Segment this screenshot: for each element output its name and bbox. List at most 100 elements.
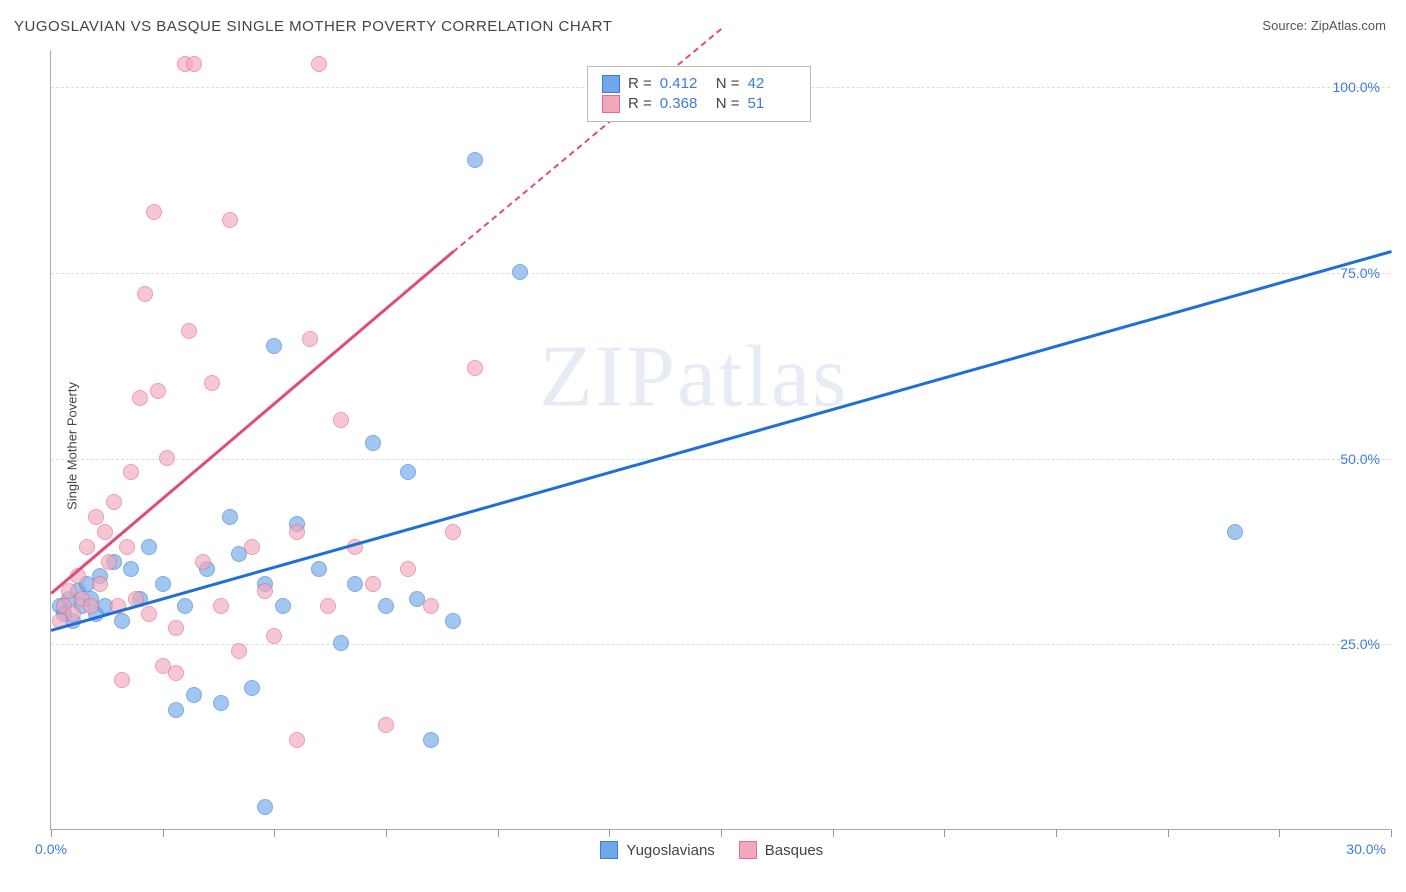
data-point <box>146 204 162 220</box>
x-tick <box>1168 829 1169 837</box>
stats-row: R =0.412N =42 <box>602 75 796 93</box>
data-point <box>177 598 193 614</box>
data-point <box>114 672 130 688</box>
data-point <box>400 464 416 480</box>
gridline <box>51 644 1390 645</box>
series-swatch <box>602 75 620 93</box>
data-point <box>244 680 260 696</box>
data-point <box>266 628 282 644</box>
n-label: N = <box>716 75 740 92</box>
x-tick <box>51 829 52 837</box>
x-tick-label: 30.0% <box>1346 841 1386 857</box>
data-point <box>378 717 394 733</box>
data-point <box>378 598 394 614</box>
gridline <box>51 459 1390 460</box>
r-label: R = <box>628 75 652 92</box>
data-point <box>123 561 139 577</box>
data-point <box>106 494 122 510</box>
n-value: 42 <box>748 75 796 92</box>
data-point <box>141 606 157 622</box>
legend-label: Yugoslavians <box>626 842 714 859</box>
data-point <box>132 390 148 406</box>
series-swatch <box>602 95 620 113</box>
legend-label: Basques <box>765 842 823 859</box>
data-point <box>275 598 291 614</box>
y-tick-label: 75.0% <box>1340 265 1380 281</box>
legend-item: Yugoslavians <box>600 841 714 859</box>
data-point <box>141 539 157 555</box>
gridline <box>51 273 1390 274</box>
source-link[interactable]: ZipAtlas.com <box>1311 18 1386 33</box>
data-point <box>114 613 130 629</box>
scatter-plot-area: ZIPatlas 25.0%50.0%75.0%100.0%0.0%30.0%R… <box>50 50 1390 830</box>
data-point <box>181 323 197 339</box>
data-point <box>204 375 220 391</box>
data-point <box>83 598 99 614</box>
x-tick <box>609 829 610 837</box>
data-point <box>365 435 381 451</box>
data-point <box>222 509 238 525</box>
data-point <box>88 509 104 525</box>
data-point <box>222 212 238 228</box>
data-point <box>92 576 108 592</box>
x-tick <box>944 829 945 837</box>
data-point <box>119 539 135 555</box>
x-tick <box>498 829 499 837</box>
x-tick <box>833 829 834 837</box>
data-point <box>320 598 336 614</box>
y-tick-label: 25.0% <box>1340 636 1380 652</box>
data-point <box>257 799 273 815</box>
x-tick <box>386 829 387 837</box>
data-point <box>137 286 153 302</box>
data-point <box>101 554 117 570</box>
data-point <box>1227 524 1243 540</box>
r-label: R = <box>628 95 652 112</box>
data-point <box>311 56 327 72</box>
data-point <box>467 360 483 376</box>
x-tick <box>721 829 722 837</box>
trend-line <box>51 251 1392 632</box>
data-point <box>213 695 229 711</box>
chart-title: YUGOSLAVIAN VS BASQUE SINGLE MOTHER POVE… <box>14 18 612 35</box>
r-value: 0.368 <box>660 95 708 112</box>
data-point <box>168 665 184 681</box>
data-point <box>289 524 305 540</box>
x-tick <box>1391 829 1392 837</box>
data-point <box>289 732 305 748</box>
data-point <box>257 583 273 599</box>
source-label: Source: ZipAtlas.com <box>1262 18 1386 33</box>
series-swatch <box>739 841 757 859</box>
stats-row: R = 0.368 N = 51 <box>602 95 796 113</box>
data-point <box>423 732 439 748</box>
data-point <box>65 606 81 622</box>
data-point <box>150 383 166 399</box>
trend-line-extrapolated <box>452 28 721 252</box>
x-tick <box>163 829 164 837</box>
series-legend: Yugoslavians Basques <box>600 841 823 859</box>
data-point <box>213 598 229 614</box>
n-label: N = <box>716 95 740 112</box>
x-tick-label: 0.0% <box>35 841 67 857</box>
stats-legend: R =0.412N =42R =0.368N =51 <box>587 66 811 122</box>
data-point <box>365 576 381 592</box>
data-point <box>512 264 528 280</box>
data-point <box>123 464 139 480</box>
data-point <box>195 554 211 570</box>
x-tick <box>274 829 275 837</box>
data-point <box>302 331 318 347</box>
data-point <box>231 643 247 659</box>
x-tick <box>1279 829 1280 837</box>
data-point <box>159 450 175 466</box>
data-point <box>445 524 461 540</box>
n-value: 51 <box>748 95 796 112</box>
y-tick-label: 100.0% <box>1333 79 1380 95</box>
data-point <box>186 687 202 703</box>
y-tick-label: 50.0% <box>1340 451 1380 467</box>
data-point <box>333 412 349 428</box>
data-point <box>168 702 184 718</box>
data-point <box>347 576 363 592</box>
series-swatch <box>600 841 618 859</box>
data-point <box>423 598 439 614</box>
data-point <box>467 152 483 168</box>
data-point <box>79 539 95 555</box>
